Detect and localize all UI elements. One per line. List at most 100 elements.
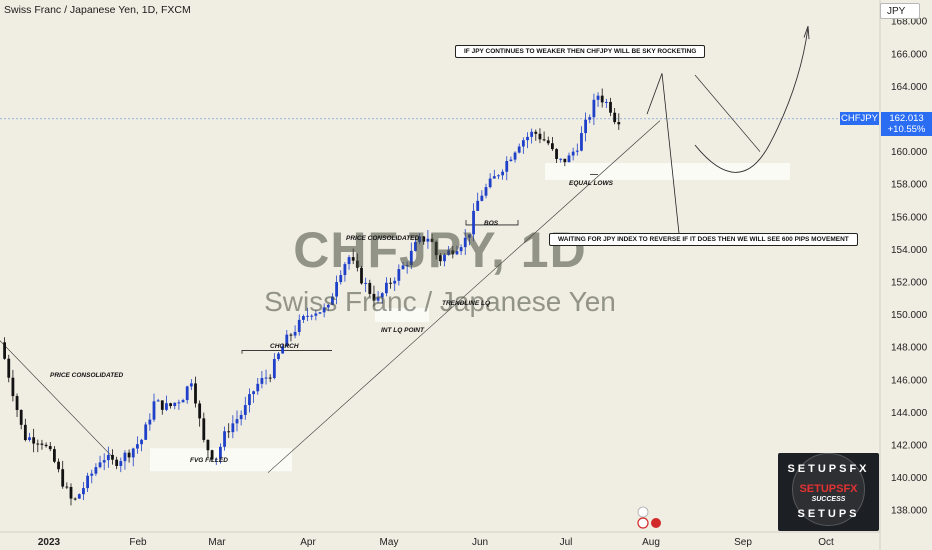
x-tick-label: Apr <box>300 537 316 548</box>
candle-body <box>61 469 65 487</box>
candle-body <box>239 414 243 420</box>
y-tick-label: 158.000 <box>891 180 928 191</box>
candle-body <box>302 316 305 320</box>
candle-body <box>463 237 467 248</box>
plot-area <box>0 0 880 532</box>
candle-body <box>7 358 11 378</box>
annotation-int-lq-point: INT LQ POINT <box>381 327 424 334</box>
watermark-name: Swiss Franc / Japanese Yen <box>264 286 616 317</box>
last-price-tag: 162.013 +10.55% <box>881 112 932 136</box>
candle-body <box>459 247 463 252</box>
candle-body <box>521 140 525 147</box>
candle-body <box>472 210 475 235</box>
candle-body <box>580 133 583 151</box>
candle-body <box>592 99 596 118</box>
zone-equal-lows <box>545 163 790 181</box>
last-price: 162.013 <box>889 113 924 124</box>
x-tick-label: Feb <box>129 537 147 548</box>
candle-body <box>414 242 417 251</box>
candle-body <box>397 269 401 281</box>
annotation-fvg-filled: FVG FILLED <box>190 457 228 464</box>
candle-body <box>28 437 31 441</box>
candle-body <box>210 450 214 460</box>
candle-body <box>314 313 318 316</box>
candle-body <box>426 238 430 242</box>
price-change: +10.55% <box>887 124 926 135</box>
candle-body <box>451 250 455 255</box>
annotation-price-consolidated-left: PRICE CONSOLIDATED <box>50 372 124 379</box>
candle-body <box>513 152 517 160</box>
candle-body <box>538 133 542 140</box>
y-tick-label: 154.000 <box>891 245 928 256</box>
candle-body <box>260 378 264 384</box>
candle-body <box>306 315 309 317</box>
x-tick-label: Aug <box>642 537 660 548</box>
candle-body <box>331 296 334 305</box>
candle-body <box>48 446 52 450</box>
candle-body <box>526 136 529 141</box>
candle-body <box>600 95 604 103</box>
candle-body <box>248 394 251 406</box>
candle-body <box>32 437 36 444</box>
candle-body <box>140 439 143 445</box>
candle-body <box>563 158 567 163</box>
candle-body <box>501 171 504 176</box>
candle-body <box>281 346 285 354</box>
candle-body <box>148 419 152 425</box>
event-flash-icon <box>637 506 649 518</box>
candle-body <box>430 238 434 242</box>
candle-body <box>380 293 384 298</box>
candle-body <box>206 439 210 451</box>
candle-body <box>355 260 359 268</box>
candle-body <box>360 267 363 284</box>
candle-body <box>347 257 351 265</box>
candle-body <box>480 195 484 201</box>
currency-selector[interactable]: JPY <box>880 3 920 19</box>
candle-body <box>484 187 488 196</box>
candle-body <box>235 419 239 424</box>
candle-body <box>94 467 98 474</box>
projection-curve <box>694 27 809 173</box>
candle-body <box>106 454 110 461</box>
trendline-up <box>267 120 661 473</box>
candle-body <box>202 418 206 440</box>
candle-body <box>455 251 459 255</box>
x-tick-label: Jul <box>560 537 573 548</box>
candle-body <box>144 424 148 440</box>
candle-body <box>136 444 139 449</box>
candle-body <box>393 280 397 284</box>
y-tick-label: 144.000 <box>891 408 928 419</box>
candle-body <box>575 150 579 152</box>
y-tick-label: 148.000 <box>891 343 928 354</box>
x-tick-label: May <box>380 537 399 548</box>
candle-body <box>189 383 193 387</box>
projection-arrowhead <box>803 25 810 40</box>
candle-body <box>256 383 260 392</box>
chart-title: Swiss Franc / Japanese Yen, 1D, FXCM <box>4 4 191 16</box>
candle-body <box>389 282 392 284</box>
candle-body <box>609 101 612 113</box>
annotation-equal-lows: EQUAL LOWS <box>569 180 613 187</box>
candle-body <box>405 265 409 267</box>
bos-line <box>465 220 519 226</box>
candle-body <box>223 431 226 447</box>
candle-body <box>385 282 388 294</box>
symbol-tag: CHFJPY <box>840 112 879 125</box>
candle-body <box>19 409 23 425</box>
x-tick-label: Oct <box>818 537 834 548</box>
candle-body <box>185 386 189 401</box>
candle-body <box>546 140 550 144</box>
candle-body <box>69 486 73 499</box>
candle-body <box>617 122 621 125</box>
candle-body <box>231 423 235 433</box>
candle-body <box>530 131 534 137</box>
candle-body <box>152 401 156 420</box>
candle-body <box>613 112 617 123</box>
x-tick-label: Jun <box>472 537 488 548</box>
candle-body <box>102 460 106 463</box>
x-tick-label: Mar <box>208 537 226 548</box>
candle-body <box>40 443 44 445</box>
candle-body <box>214 458 218 460</box>
